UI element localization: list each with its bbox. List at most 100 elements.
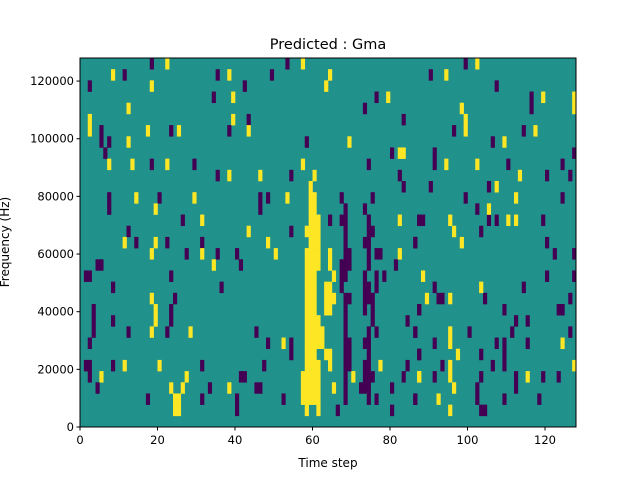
heatmap-cell xyxy=(448,371,453,383)
heatmap-cell xyxy=(486,214,492,227)
heatmap-cell xyxy=(165,236,170,249)
heatmap-cell xyxy=(339,259,352,271)
heatmap-cell xyxy=(479,371,484,383)
heatmap-cell xyxy=(525,315,530,327)
heatmap-cell xyxy=(343,315,348,327)
heatmap-cell xyxy=(366,214,371,227)
heatmap-cell xyxy=(366,348,371,361)
heatmap-cell xyxy=(211,259,216,271)
heatmap-cell xyxy=(308,192,317,204)
heatmap-cell xyxy=(374,326,379,338)
heatmap-cell xyxy=(126,326,131,338)
heatmap-cell xyxy=(432,337,437,350)
heatmap-cell xyxy=(219,281,224,294)
y-axis: 0 20000 40000 60000 80000 100000 120000 xyxy=(30,74,80,434)
heatmap-cell xyxy=(572,91,577,104)
heatmap-cell xyxy=(343,371,348,383)
heatmap-cell xyxy=(370,192,375,204)
heatmap-cell xyxy=(366,158,371,171)
heatmap-cell xyxy=(304,348,317,361)
heatmap-cell xyxy=(506,214,511,227)
y-tick-label: 60000 xyxy=(37,247,74,261)
heatmap-cell xyxy=(169,125,174,137)
heatmap-cell xyxy=(308,203,317,215)
heatmap-cell xyxy=(397,214,402,227)
heatmap-cell xyxy=(153,203,158,215)
heatmap-cell xyxy=(572,359,577,372)
heatmap-cell xyxy=(463,192,468,204)
heatmap-cell xyxy=(436,393,441,405)
heatmap-cell xyxy=(235,393,240,405)
heatmap-cell xyxy=(258,192,263,204)
heatmap-cell xyxy=(424,292,430,305)
heatmap-cell xyxy=(157,192,162,204)
heatmap-cell xyxy=(568,326,573,338)
heatmap-cell xyxy=(153,315,158,327)
heatmap-cell xyxy=(444,158,449,171)
heatmap-cell xyxy=(444,69,449,81)
heatmap-cell xyxy=(390,382,395,394)
heatmap-cell xyxy=(374,281,379,294)
heatmap-cell xyxy=(347,136,352,148)
heatmap-cell xyxy=(479,348,484,361)
heatmap-cell xyxy=(289,337,294,350)
heatmap-cell xyxy=(366,393,371,405)
heatmap-cell xyxy=(440,359,445,372)
heatmap-cell xyxy=(343,393,348,405)
heatmap-cell xyxy=(382,270,387,282)
heatmap-cell xyxy=(343,359,352,372)
heatmap-cell xyxy=(215,248,220,260)
heatmap-cell xyxy=(502,304,507,316)
heatmap-cell xyxy=(157,359,162,372)
heatmap-cell xyxy=(254,382,263,394)
heatmap-cell xyxy=(328,248,333,260)
heatmap-cell xyxy=(87,113,92,126)
heatmap-cell xyxy=(417,348,422,361)
heatmap-cell xyxy=(235,404,240,417)
heatmap-cell xyxy=(343,225,348,238)
heatmap-cell xyxy=(273,248,278,260)
heatmap-cell xyxy=(266,337,271,350)
heatmap-cell xyxy=(529,91,534,104)
heatmap-cell xyxy=(173,393,182,405)
heatmap-cell xyxy=(413,236,418,249)
heatmap-cell xyxy=(184,248,189,260)
heatmap-cell xyxy=(324,348,333,361)
heatmap-cell xyxy=(200,214,205,227)
y-axis-label: Frequency (Hz) xyxy=(0,197,12,288)
heatmap-cell xyxy=(304,281,317,294)
heatmap-cell xyxy=(111,315,116,327)
heatmap-cell xyxy=(246,225,251,238)
heatmap-cell xyxy=(362,304,368,316)
heatmap-cell xyxy=(324,281,333,294)
heatmap-cell xyxy=(173,292,178,305)
heatmap-cell xyxy=(467,326,472,338)
heatmap-cell xyxy=(269,69,275,81)
heatmap-cell xyxy=(308,214,321,227)
heatmap-cell xyxy=(304,304,317,316)
heatmap-cell xyxy=(126,136,131,148)
heatmap-cell xyxy=(149,292,154,305)
heatmap-cell xyxy=(281,337,286,350)
heatmap-cell xyxy=(459,236,464,249)
heatmap-cell xyxy=(304,259,321,271)
heatmap-cell xyxy=(366,259,371,271)
x-tick-label: 100 xyxy=(457,433,479,447)
heatmap-cell xyxy=(459,102,464,115)
heatmap-cell xyxy=(506,158,511,171)
heatmap-cell xyxy=(494,337,499,350)
heatmap-cell xyxy=(331,382,337,394)
heatmap-cell xyxy=(366,225,375,238)
heatmap-cell xyxy=(149,158,154,171)
heatmap-cell xyxy=(149,248,154,260)
heatmap-cell xyxy=(494,80,499,92)
heatmap-cell xyxy=(397,169,402,182)
heatmap-cell xyxy=(316,404,321,417)
heatmap-cell xyxy=(165,158,170,171)
heatmap-cell xyxy=(126,225,131,238)
heatmap-cell xyxy=(107,136,112,148)
heatmap-cell xyxy=(514,371,519,383)
heatmap-cell xyxy=(134,192,139,204)
heatmap-cell xyxy=(304,292,317,305)
heatmap-cell xyxy=(165,326,170,338)
